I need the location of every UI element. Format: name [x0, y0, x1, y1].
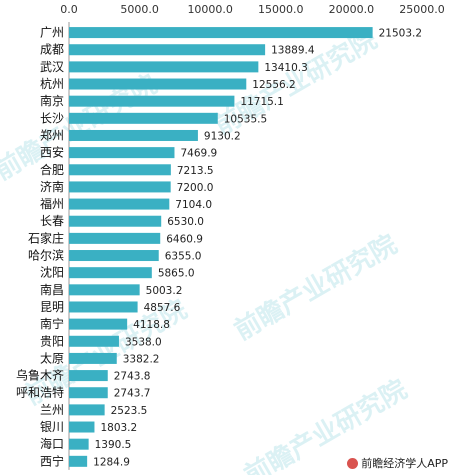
value-label: 9130.2 [204, 130, 241, 142]
category-labels: 广州成都武汉杭州南京长沙郑州西安合肥济南福州长春石家庄哈尔滨沈阳南昌昆明南宁贵阳… [16, 26, 64, 469]
bar [69, 335, 119, 347]
bar [69, 301, 138, 313]
category-label: 哈尔滨 [28, 248, 64, 263]
value-label: 6460.9 [166, 233, 203, 245]
credit-text: 前瞻经济学人APP [361, 457, 448, 470]
category-label: 兰州 [40, 403, 64, 417]
x-tick-label: 20000.0 [329, 3, 375, 16]
category-label: 郑州 [40, 127, 64, 142]
value-label: 2743.8 [114, 371, 151, 383]
bar [69, 164, 171, 176]
value-label: 6355.0 [165, 251, 202, 263]
category-label: 西宁 [40, 453, 64, 468]
value-label: 1284.9 [93, 456, 130, 468]
bar [69, 284, 140, 296]
x-tick-label: 25000.0 [399, 3, 445, 16]
bar [69, 215, 162, 227]
value-label: 7200.0 [177, 182, 214, 194]
value-label: 5865.0 [158, 268, 195, 280]
category-label: 武汉 [40, 60, 64, 74]
category-label: 石家庄 [28, 230, 64, 245]
category-label: 南昌 [40, 282, 64, 297]
bar [69, 455, 88, 467]
bar [69, 147, 175, 159]
value-label: 2743.7 [114, 388, 151, 400]
watermark-text: 前瞻产业研究院 [229, 229, 402, 347]
category-label: 南京 [40, 93, 64, 108]
bar [69, 438, 89, 450]
value-label: 1803.2 [100, 422, 137, 434]
category-label: 呼和浩特 [16, 385, 64, 400]
category-label: 福州 [40, 196, 64, 211]
bar [69, 78, 247, 90]
bar [69, 404, 105, 416]
category-label: 乌鲁木齐 [16, 368, 64, 383]
value-label: 3382.2 [123, 353, 160, 365]
bar [69, 250, 159, 262]
category-label: 沈阳 [40, 265, 64, 280]
bar [69, 95, 235, 107]
category-label: 长春 [40, 214, 64, 228]
category-label: 海口 [40, 436, 64, 451]
x-tick-label: 15000.0 [258, 3, 304, 16]
category-label: 昆明 [40, 300, 64, 314]
category-label: 成都 [40, 43, 64, 57]
bars [69, 27, 373, 467]
x-tick-label: 10000.0 [187, 3, 233, 16]
value-label: 12556.2 [252, 79, 295, 91]
bar [69, 421, 95, 433]
brand-logo-icon [347, 457, 359, 469]
value-label: 7104.0 [175, 199, 212, 211]
bar [69, 27, 373, 39]
value-label: 4118.8 [133, 319, 170, 331]
value-label: 1390.5 [95, 439, 132, 451]
value-label: 3538.0 [125, 336, 162, 348]
bar [69, 112, 218, 124]
bar [69, 352, 117, 364]
bar [69, 181, 171, 193]
category-label: 合肥 [40, 162, 64, 177]
bar [69, 370, 108, 382]
category-label: 杭州 [40, 76, 64, 91]
bar [69, 267, 152, 279]
category-label: 长沙 [40, 111, 64, 125]
category-label: 银川 [40, 420, 64, 434]
bar [69, 129, 198, 141]
category-label: 广州 [40, 26, 64, 40]
value-label: 5003.2 [146, 285, 183, 297]
bar [69, 232, 161, 244]
x-axis-ticks: 0.0 5000.0 10000.0 15000.0 20000.0 25000.0 [60, 3, 445, 16]
category-label: 太原 [40, 350, 64, 365]
value-label: 21503.2 [379, 28, 422, 40]
value-label: 13889.4 [271, 45, 315, 57]
value-label: 10535.5 [224, 113, 267, 125]
x-tick-label: 5000.0 [120, 3, 159, 16]
value-label: 11715.1 [240, 96, 283, 108]
category-label: 南宁 [40, 316, 64, 331]
bar [69, 61, 259, 73]
category-label: 贵阳 [40, 334, 64, 348]
value-label: 13410.3 [264, 62, 307, 74]
x-tick-label: 0.0 [60, 3, 78, 16]
category-label: 济南 [40, 179, 64, 194]
value-label: 2523.5 [111, 405, 148, 417]
value-label: 7213.5 [177, 165, 214, 177]
value-label: 4857.6 [144, 302, 181, 314]
bar [69, 198, 170, 210]
value-labels: 21503.2 13889.4 13410.3 12556.2 11715.1 10535… [93, 28, 422, 469]
value-label: 6530.0 [167, 216, 204, 228]
category-label: 西安 [40, 145, 64, 160]
bar [69, 44, 266, 56]
credit: 前瞻经济学人APP [347, 455, 448, 471]
bar [69, 318, 128, 330]
value-label: 7469.9 [180, 148, 217, 160]
bar [69, 387, 108, 399]
